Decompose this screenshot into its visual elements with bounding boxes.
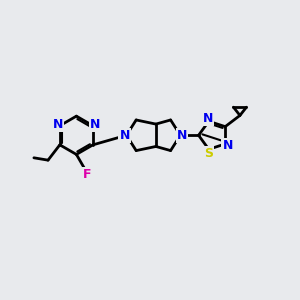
Text: S: S <box>204 147 213 160</box>
Text: N: N <box>90 118 100 131</box>
Text: N: N <box>203 112 213 125</box>
Text: F: F <box>82 168 91 181</box>
Text: N: N <box>119 129 130 142</box>
Text: N: N <box>222 139 233 152</box>
Text: N: N <box>177 129 187 142</box>
Text: N: N <box>52 118 63 131</box>
